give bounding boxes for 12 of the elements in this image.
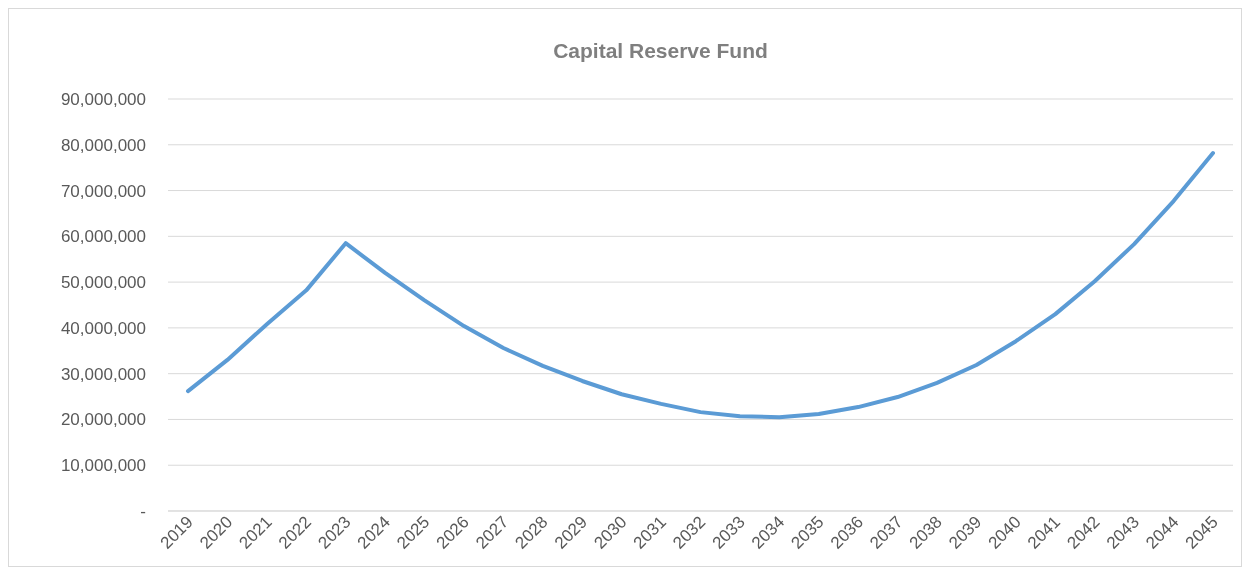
y-tick-label: 80,000,000 bbox=[60, 135, 146, 155]
y-tick-label: 40,000,000 bbox=[60, 318, 146, 338]
line-series bbox=[186, 151, 1215, 420]
y-tick-label: 30,000,000 bbox=[60, 364, 146, 384]
y-tick-label: 90,000,000 bbox=[60, 89, 146, 109]
y-tick-label: 50,000,000 bbox=[60, 273, 146, 293]
y-tick-label: - bbox=[140, 501, 146, 521]
y-tick-label: 60,000,000 bbox=[60, 227, 146, 247]
y-tick-label: 20,000,000 bbox=[60, 410, 146, 430]
y-tick-label: 10,000,000 bbox=[60, 456, 146, 476]
y-tick-label: 70,000,000 bbox=[60, 181, 146, 201]
chart-title: Capital Reserve Fund bbox=[553, 39, 768, 62]
